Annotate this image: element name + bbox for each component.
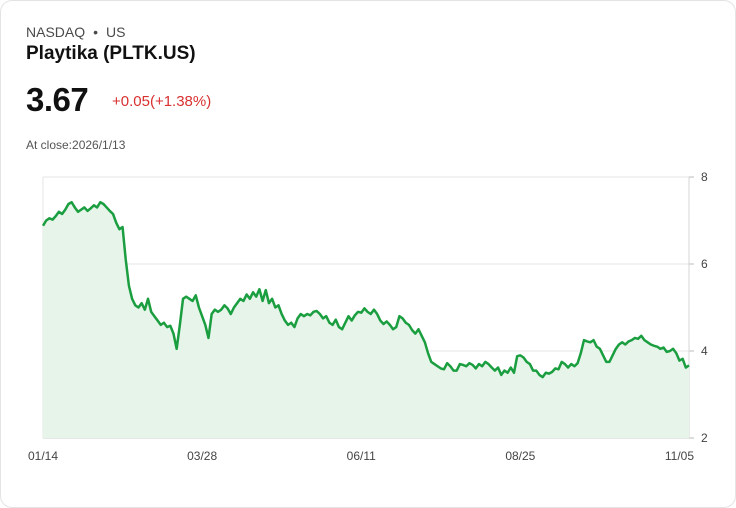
x-axis-ticks: 01/14 03/28 06/11 08/25 11/05 [28, 449, 694, 463]
price-change: +0.05(+1.38%) [112, 93, 212, 110]
x-tick-label: 08/25 [505, 449, 535, 463]
exchange-name: NASDAQ [26, 24, 86, 40]
y-tick-label: 8 [701, 170, 708, 184]
market-name: US [106, 24, 126, 40]
x-tick-label: 01/14 [28, 449, 58, 463]
price-area-fill [43, 202, 689, 438]
stock-name: Playtika (PLTK.US) [26, 43, 196, 64]
last-price: 3.67 [26, 81, 89, 118]
y-tick-label: 6 [701, 257, 708, 271]
price-line[interactable] [41, 200, 690, 379]
x-tick-label: 06/11 [347, 449, 376, 463]
y-tick-label: 4 [701, 344, 708, 358]
y-axis-ticks: 8 6 4 2 [701, 170, 708, 445]
separator-dot: • [93, 24, 99, 40]
exchange-line: NASDAQ • US [26, 24, 125, 40]
y-tick-label: 2 [701, 431, 708, 445]
x-tick-label: 11/05 [665, 449, 694, 463]
close-date: At close:2026/1/13 [26, 138, 126, 152]
x-tick-label: 03/28 [187, 449, 217, 463]
